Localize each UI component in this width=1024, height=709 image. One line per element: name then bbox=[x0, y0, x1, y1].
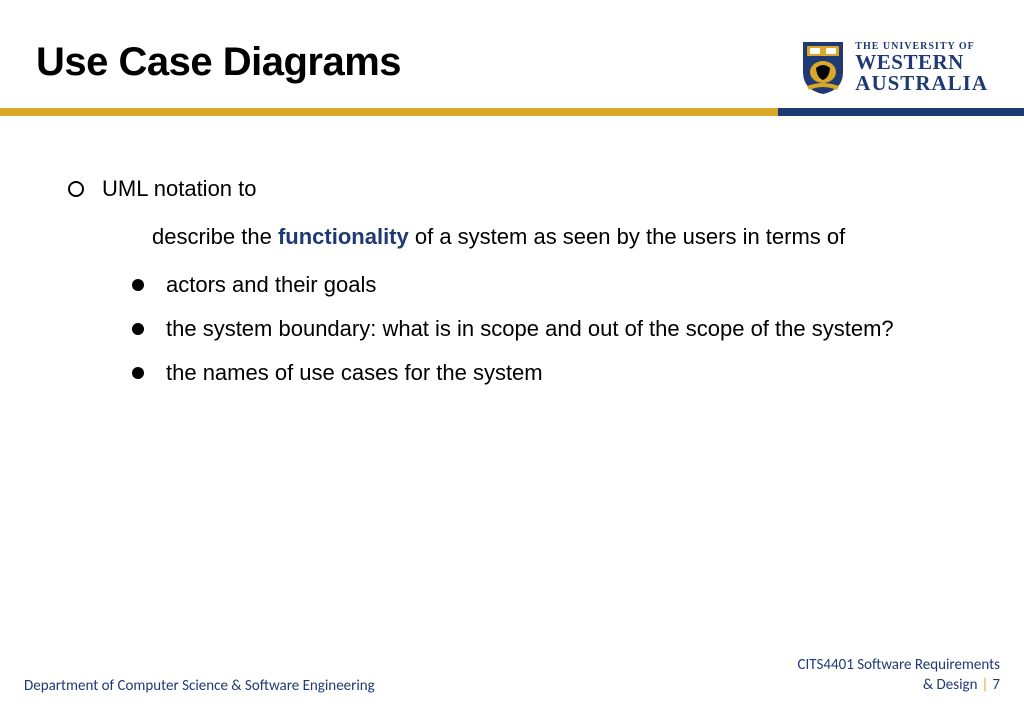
open-bullet-icon bbox=[68, 181, 84, 197]
slide-body: UML notation to describe the functionali… bbox=[0, 116, 1024, 386]
solid-bullet-icon bbox=[132, 323, 144, 335]
slide-title: Use Case Diagrams bbox=[36, 40, 401, 85]
intro-prefix: describe the bbox=[152, 224, 278, 249]
solid-bullet-icon bbox=[132, 279, 144, 291]
uni-line3: AUSTRALIA bbox=[855, 73, 988, 94]
footer-course: CITS4401 Software Requirements bbox=[798, 655, 1001, 675]
crest-icon bbox=[799, 40, 847, 96]
bullet-text: the names of use cases for the system bbox=[166, 360, 543, 386]
intro-highlight: functionality bbox=[278, 224, 409, 249]
page-separator-icon: | bbox=[981, 676, 988, 694]
uni-line2: WESTERN bbox=[855, 52, 988, 73]
solid-bullet-icon bbox=[132, 367, 144, 379]
slide-header: Use Case Diagrams THE UNIVERSITY OF WEST… bbox=[0, 0, 1024, 96]
divider-blue bbox=[778, 108, 1024, 116]
footer-left: Department of Computer Science & Softwar… bbox=[24, 677, 375, 695]
bullet-list: actors and their goals the system bounda… bbox=[132, 272, 984, 386]
divider-gold bbox=[0, 108, 778, 116]
header-divider bbox=[0, 108, 1024, 116]
list-item: the system boundary: what is in scope an… bbox=[132, 316, 984, 342]
intro-suffix: of a system as seen by the users in term… bbox=[409, 224, 846, 249]
lead-text: UML notation to bbox=[102, 176, 257, 202]
slide-footer: Department of Computer Science & Softwar… bbox=[0, 655, 1024, 696]
lead-item: UML notation to bbox=[68, 176, 984, 202]
list-item: the names of use cases for the system bbox=[132, 360, 984, 386]
page-number: 7 bbox=[992, 676, 1000, 694]
bullet-text: actors and their goals bbox=[166, 272, 376, 298]
university-logo: THE UNIVERSITY OF WESTERN AUSTRALIA bbox=[799, 40, 988, 96]
footer-right: CITS4401 Software Requirements & Design|… bbox=[798, 655, 1001, 696]
footer-page-row: & Design|7 bbox=[798, 675, 1001, 695]
list-item: actors and their goals bbox=[132, 272, 984, 298]
intro-paragraph: describe the functionality of a system a… bbox=[152, 224, 984, 250]
bullet-text: the system boundary: what is in scope an… bbox=[166, 316, 894, 342]
footer-design: & Design bbox=[923, 676, 978, 694]
university-wordmark: THE UNIVERSITY OF WESTERN AUSTRALIA bbox=[855, 42, 988, 94]
